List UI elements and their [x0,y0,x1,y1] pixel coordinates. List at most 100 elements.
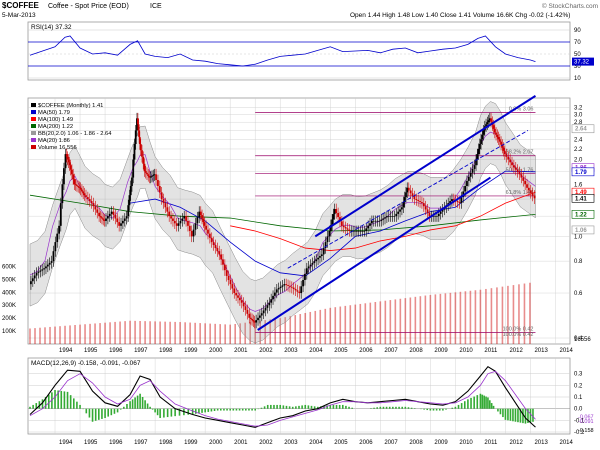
macd-histogram-bar [298,405,300,409]
price-candle-body [516,169,519,172]
macd-histogram-bar [136,395,139,409]
price-value-box [571,210,595,219]
price-candle-body [292,287,295,289]
price-candle-body [96,209,99,213]
fib-label: 0.0% 3.06 [509,106,534,112]
volume-bar [129,320,131,344]
price-candle-body [266,305,269,308]
price-candle-body [464,186,466,192]
price-tick-label: 3.0 [574,113,583,119]
price-candle-body [144,171,147,173]
price-candle-body [361,230,364,232]
macd-histogram-bar [116,408,119,413]
macd-histogram-bar [72,398,75,409]
price-candle-body [283,284,286,286]
macd-histogram-bar [460,403,463,409]
price-candle-body [259,315,261,318]
price-x-tick-label: 1995 [84,348,98,354]
macd-histogram-bar [483,395,485,409]
price-candle-body [246,309,249,314]
volume-bar [289,316,292,344]
volume-bar [384,300,387,344]
macd-histogram-bar [101,408,103,419]
volume-bar [354,304,357,344]
price-candle-body [73,179,76,185]
volume-bar [501,286,504,344]
price-x-tick-label: 2007 [384,348,398,354]
price-tick-label: 3.2 [574,105,583,111]
price-candle-body [344,227,347,229]
volume-bar [434,294,437,344]
macd-histogram-bar [467,399,469,409]
volume-bar [74,325,76,344]
price-candle-body [66,156,69,160]
legend-swatch [31,131,36,135]
macd-x-tick-label: 2008 [409,440,423,446]
volume-bar [329,307,332,344]
price-candle-body [340,221,343,226]
macd-histogram-bar [251,408,253,411]
macd-histogram-bar [395,406,397,409]
price-candle-body [218,251,221,255]
trendline [257,176,491,331]
macd-histogram-bar [229,408,231,411]
macd-histogram-bar [276,404,278,409]
volume-bar [114,321,116,344]
volume-bar [319,309,322,344]
price-candle-body [201,215,203,219]
price-candle-body [185,216,187,221]
price-candle-body [507,156,510,160]
price-value-box [571,225,595,235]
price-candle-body [214,245,217,249]
price-candle-body [253,321,256,323]
macd-histogram-bar [139,393,141,409]
price-candle-body [65,154,68,157]
macd-histogram-bar [348,406,350,409]
price-candle-body [127,205,130,217]
macd-histogram-bar [210,408,213,412]
price-candle-body [313,261,316,263]
price-candle-body [477,148,480,155]
price-candle-body [59,203,62,226]
volume-bar [279,318,282,344]
volume-bar [314,310,317,344]
macd-value-label: -0.158 [578,428,594,434]
macd-histogram-bar [288,406,291,409]
volume-bar [512,285,515,344]
price-candle-body [56,233,59,243]
price-candle-body [52,251,55,262]
price-candle-body [264,307,267,311]
price-candle-body [372,220,375,222]
macd-x-tick-label: 2009 [434,440,448,446]
price-candle-body [411,193,414,197]
price-candle-body [99,216,102,218]
price-x-tick-label: 2000 [209,348,223,354]
price-candle-body [78,186,81,188]
price-candle-body [514,167,517,170]
price-candle-body [181,218,184,221]
volume-bar [419,296,422,344]
price-candle-body [471,168,474,173]
price-candle-body [151,175,153,177]
volume-bar [44,327,46,344]
macd-histogram-bar [159,408,161,418]
price-x-tick-label: 2001 [234,348,248,354]
macd-x-tick-label: 1994 [59,440,73,446]
macd-histogram-bar [134,397,136,409]
macd-histogram-bar [194,408,197,414]
macd-histogram-bar [88,408,91,418]
volume-bar [334,307,337,344]
legend-entry: MA(50) 1.79 [38,110,70,116]
macd-histogram-bar [451,407,454,409]
price-candle-body [311,262,314,265]
price-candle-body [374,220,377,222]
legend-swatch [31,145,36,149]
volume-bar [99,323,101,344]
chart-quote: Open 1.44 High 1.48 Low 1.40 Close 1.41 … [350,12,570,19]
price-candle-body [296,290,299,292]
macd-line [29,365,536,428]
fib-label: 100.0% 0.42 [503,332,534,338]
macd-x-tick-label: 2012 [509,440,523,446]
price-x-tick-label: 1997 [134,348,148,354]
price-candle-body [98,212,101,217]
